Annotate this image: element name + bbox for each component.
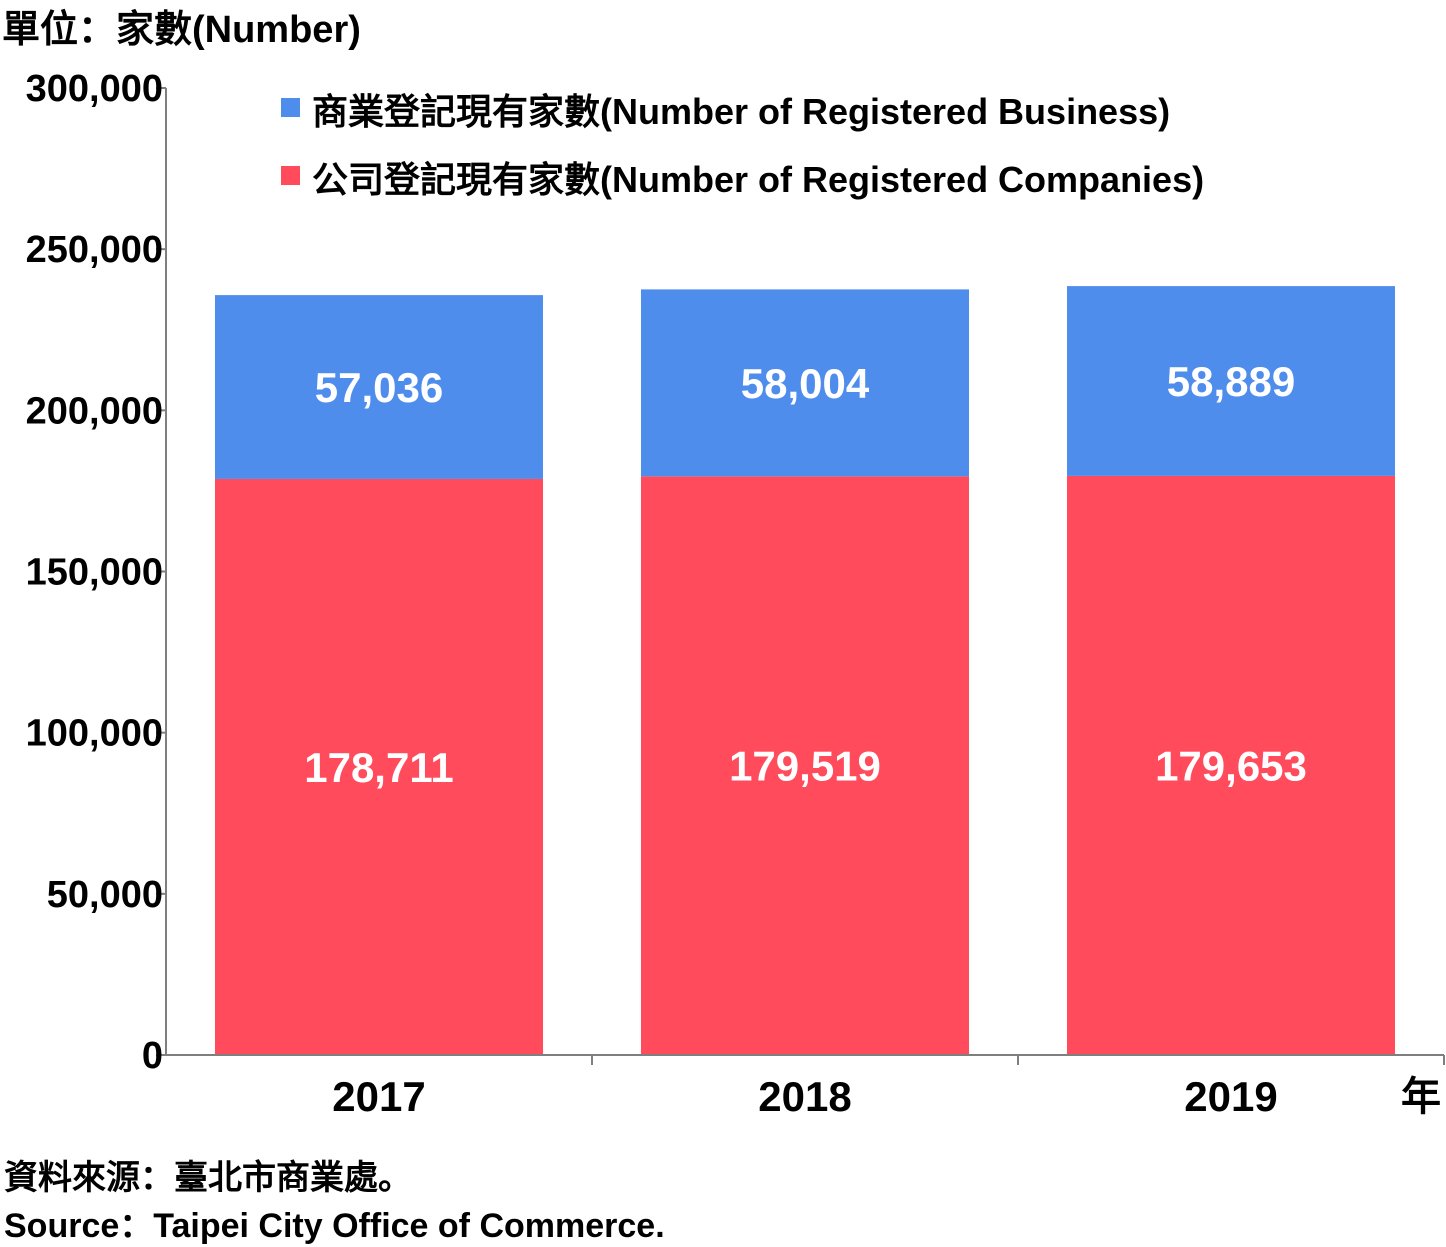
y-axis: 0 50,000 100,000 150,000 200,000 250,000 300,0… xyxy=(26,68,167,1077)
y-tick-label: 200,000 xyxy=(26,390,163,432)
bar-companies xyxy=(1066,475,1396,1056)
unit-label: 單位：家數(Number) xyxy=(2,9,361,51)
x-unit-label: 年 xyxy=(1401,1075,1441,1119)
x-axis: 2017 2018 2019 xyxy=(166,1054,1445,1120)
y-tick-label: 250,000 xyxy=(26,229,163,271)
legend-label-companies: 公司登記現有家數(Number of Registered Companies) xyxy=(312,159,1204,200)
source-zh: 資料來源：臺北市商業處。 xyxy=(4,1159,412,1197)
bar-companies xyxy=(214,478,544,1056)
y-tick-label: 300,000 xyxy=(26,68,163,110)
data-label: 57,036 xyxy=(315,364,443,411)
bar-companies xyxy=(640,476,970,1055)
data-label: 179,519 xyxy=(729,743,881,790)
legend-label-business: 商業登記現有家數(Number of Registered Business) xyxy=(312,91,1170,132)
x-tick-label: 2018 xyxy=(758,1073,851,1120)
bar-business xyxy=(1066,286,1396,476)
y-tick-label: 150,000 xyxy=(26,552,163,594)
bar-business xyxy=(214,295,544,479)
y-tick-label: 50,000 xyxy=(47,874,163,916)
legend-swatch-business xyxy=(281,98,300,117)
bars: 178,711 57,036 179,519 58,004 179,653 58,889 xyxy=(214,286,1396,1056)
bar-business xyxy=(640,289,970,477)
data-label: 178,711 xyxy=(304,744,454,791)
data-label: 58,889 xyxy=(1167,358,1295,405)
legend: 商業登記現有家數(Number of Registered Business) … xyxy=(281,91,1204,200)
data-label: 179,653 xyxy=(1155,742,1307,789)
legend-swatch-companies xyxy=(281,166,300,185)
y-tick-label: 100,000 xyxy=(26,713,163,755)
y-tick-label: 0 xyxy=(142,1035,163,1077)
x-tick-label: 2017 xyxy=(332,1073,425,1120)
x-tick-label: 2019 xyxy=(1184,1073,1277,1120)
source-en: Source：Taipei City Office of Commerce. xyxy=(4,1207,665,1245)
data-label: 58,004 xyxy=(741,360,870,407)
